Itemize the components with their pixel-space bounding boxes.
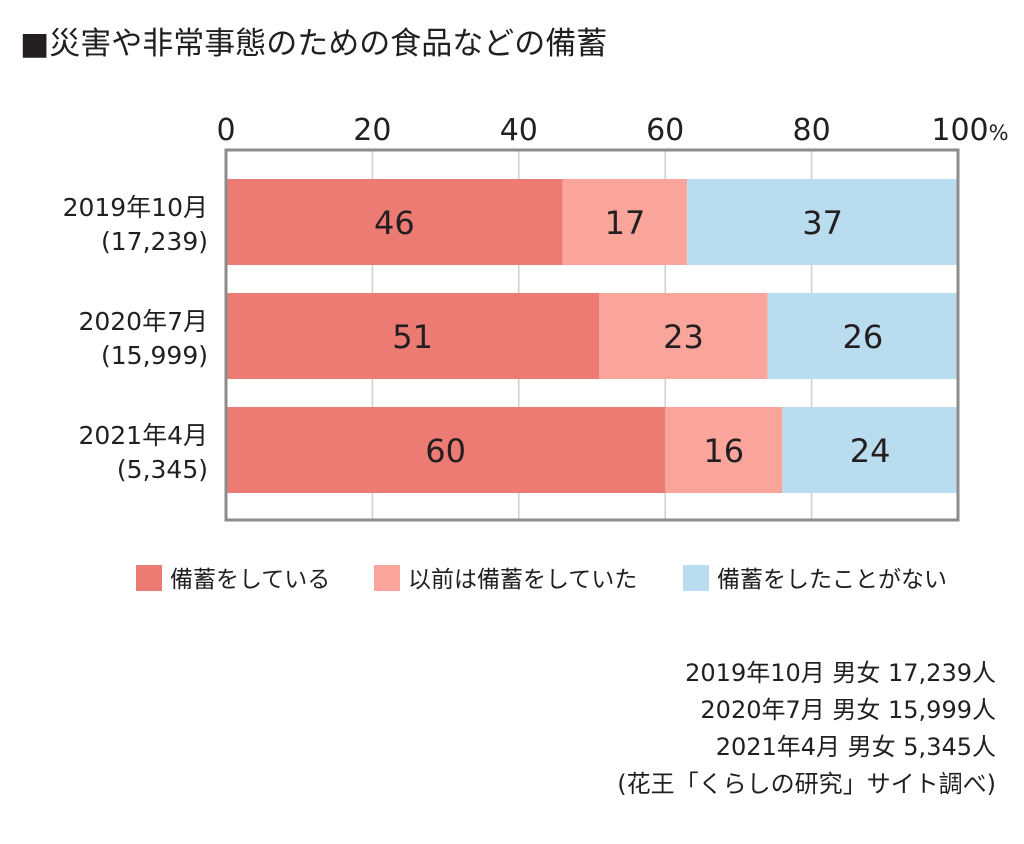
chart-title: ■災害や非常事態のための食品などの備蓄 bbox=[20, 26, 608, 62]
x-tick-label-60: 60 bbox=[646, 113, 684, 148]
footnote: 2019年10月 男女 17,239人 2020年7月 男女 15,999人 2… bbox=[617, 655, 996, 803]
stacked-bar-chart: 46 17 37 51 23 26 60 16 24 0 20 40 60 80 100% 2019年10… bbox=[63, 113, 1009, 593]
category-label-2-0: 2021年4月 bbox=[78, 421, 208, 450]
legend-swatch-0 bbox=[136, 565, 162, 591]
category-label-1-0: 2020年7月 bbox=[78, 307, 208, 336]
bar-1-series-2 bbox=[767, 293, 958, 379]
category-label-1-1: (15,999) bbox=[101, 341, 208, 370]
x-tick-label-40: 40 bbox=[500, 113, 538, 148]
value-label-2-0: 60 bbox=[425, 432, 466, 470]
bar-2-series-2 bbox=[782, 407, 958, 493]
footnote-line-2019: 2019年10月 男女 17,239人 bbox=[685, 659, 996, 687]
footnote-source: (花王「くらしの研究」サイト調べ) bbox=[617, 770, 996, 798]
value-label-0-1: 17 bbox=[605, 204, 646, 242]
value-label-1-0: 51 bbox=[392, 318, 433, 356]
value-label-2-2: 24 bbox=[850, 432, 891, 470]
footnote-line-2021: 2021年4月 男女 5,345人 bbox=[715, 733, 996, 761]
category-label-0-0: 2019年10月 bbox=[63, 193, 208, 222]
legend-swatch-2 bbox=[683, 565, 709, 591]
legend-swatch-1 bbox=[374, 565, 400, 591]
x-unit-label: % bbox=[989, 121, 1009, 145]
bar-0-series-0 bbox=[226, 179, 563, 265]
x-tick-label-20: 20 bbox=[353, 113, 391, 148]
x-tick-label-80: 80 bbox=[793, 113, 831, 148]
bars: 46 17 37 51 23 26 60 16 24 bbox=[226, 179, 958, 493]
value-label-1-2: 26 bbox=[842, 318, 883, 356]
footnote-line-2020: 2020年7月 男女 15,999人 bbox=[700, 696, 996, 724]
bar-0-series-1 bbox=[562, 179, 688, 265]
legend: 備蓄をしている 以前は備蓄をしていた 備蓄をしたことがない bbox=[136, 565, 947, 593]
value-label-0-2: 37 bbox=[802, 204, 843, 242]
y-axis-categories: 2019年10月 (17,239) 2020年7月 (15,999) 2021年4月 (5… bbox=[63, 193, 208, 484]
category-label-2-1: (5,345) bbox=[117, 455, 208, 484]
legend-label-2: 備蓄をしたことがない bbox=[717, 567, 947, 593]
bar-1-series-1 bbox=[599, 293, 768, 379]
legend-label-0: 備蓄をしている bbox=[170, 567, 330, 593]
bar-0-series-2 bbox=[687, 179, 958, 265]
x-tick-label-0: 0 bbox=[216, 113, 235, 148]
bar-1-series-0 bbox=[226, 293, 600, 379]
category-label-0-1: (17,239) bbox=[101, 227, 208, 256]
value-label-0-0: 46 bbox=[374, 204, 415, 242]
legend-label-1: 以前は備蓄をしていた bbox=[408, 567, 637, 593]
plot-frame bbox=[224, 148, 960, 522]
value-label-1-1: 23 bbox=[663, 318, 704, 356]
x-tick-label-100: 100% bbox=[931, 113, 1008, 148]
value-label-2-1: 16 bbox=[703, 432, 744, 470]
bar-2-series-0 bbox=[226, 407, 666, 493]
x-axis-ticks: 0 20 40 60 80 100% bbox=[216, 113, 1008, 148]
bar-2-series-1 bbox=[665, 407, 783, 493]
